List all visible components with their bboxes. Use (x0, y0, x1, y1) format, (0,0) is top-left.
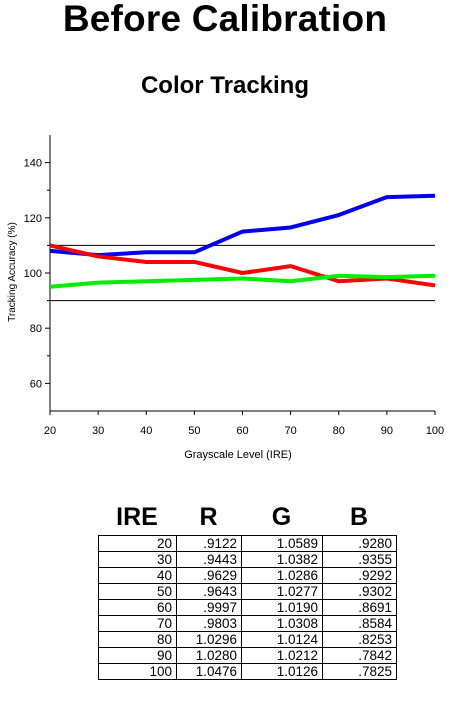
table-row: 100 1.0476 1.0126.7825 (98, 663, 397, 680)
y-tick-label: 80 (30, 323, 42, 335)
table-row: 90 1.0280 1.0212.7842 (98, 647, 397, 664)
x-tick-label: 70 (285, 425, 297, 437)
y-axis-label: Tracking Accuracy (%) (7, 222, 18, 322)
x-tick-label: 30 (92, 425, 104, 437)
table-cell: .7842 (322, 647, 397, 664)
table-cell: 90 (98, 647, 177, 664)
table-cell: 1.0126 (241, 663, 323, 680)
table-cell: .9629 (176, 567, 242, 584)
table-header-g: G (271, 503, 292, 531)
x-tick-label: 100 (426, 425, 444, 437)
table-row: 30.9443 1.0382.9355 (98, 551, 397, 568)
table-cell: .9355 (322, 551, 397, 568)
table-cell: 1.0277 (241, 583, 323, 600)
table-row: 80 1.0296 1.0124.8253 (98, 631, 397, 648)
table-cell: 50 (98, 583, 177, 600)
x-tick-label: 50 (188, 425, 200, 437)
x-tick-label: 80 (333, 425, 345, 437)
table-cell: 1.0476 (176, 663, 242, 680)
table-header-r: R (199, 503, 218, 531)
table-cell: 1.0190 (241, 599, 323, 616)
tick-labels: 60 80 100 120 140 20 30 40 50 60 70 80 90 100 (24, 158, 445, 437)
table-row: 70.9803 1.0308.8584 (98, 615, 397, 632)
series-line (49, 273, 436, 289)
series-line (49, 193, 436, 258)
calibration-table: 20.9122 1.0589.9280 30.9443 1.0382.9355 40.9… (98, 535, 397, 680)
table-cell: 60 (98, 599, 177, 616)
table-cell: .9122 (176, 535, 242, 552)
table-row: 50.9643 1.0277.9302 (98, 583, 397, 600)
x-tick-label: 20 (44, 425, 56, 437)
table-cell: 1.0589 (241, 535, 323, 552)
table-cell: .9292 (322, 567, 397, 584)
reference-lines (50, 244, 435, 302)
x-axis-label: Grayscale Level (IRE) (184, 449, 292, 461)
series-line (49, 243, 436, 288)
table-row: 20.9122 1.0589.9280 (98, 535, 397, 552)
x-tick-label: 40 (140, 425, 152, 437)
y-tick-label: 100 (24, 268, 42, 280)
table-cell: .8253 (322, 631, 397, 648)
table-header-b: B (349, 503, 369, 531)
table-header-ire: IRE (116, 503, 158, 531)
table-cell: .7825 (322, 663, 397, 680)
table-row: 60.9997 1.0190.8691 (98, 599, 397, 616)
table-cell: 70 (98, 615, 177, 632)
table-cell: .8584 (322, 615, 397, 632)
y-tick-label: 120 (24, 213, 42, 225)
table-cell: 80 (98, 631, 177, 648)
table-cell: .9803 (176, 615, 242, 632)
table-cell: 1.0286 (241, 567, 323, 584)
table-cell: .9302 (322, 583, 397, 600)
table-row: 40.9629 1.0286.9292 (98, 567, 397, 584)
color-tracking-chart: 60 80 100 120 140 20 30 40 50 60 70 80 90 100 Graysca… (7, 135, 445, 461)
x-tick-label: 60 (236, 425, 248, 437)
page-title: Before Calibration (62, 0, 388, 39)
table-cell: .9643 (176, 583, 242, 600)
chart-axes (45, 135, 436, 415)
x-tick-label: 90 (381, 425, 393, 437)
table-cell: 30 (98, 551, 177, 568)
table-cell: .9997 (176, 599, 242, 616)
chart-series (49, 193, 436, 289)
table-cell: 1.0382 (241, 551, 323, 568)
chart-title: Color Tracking (140, 72, 310, 99)
table-cell: .9280 (322, 535, 397, 552)
table-cell: 100 (98, 663, 177, 680)
table-cell: 1.0308 (241, 615, 323, 632)
table-cell: 40 (98, 567, 177, 584)
y-tick-label: 140 (24, 158, 42, 170)
y-tick-label: 60 (30, 378, 42, 390)
table-cell: 1.0280 (176, 647, 242, 664)
table-cell: 1.0212 (241, 647, 323, 664)
table-cell: .8691 (322, 599, 397, 616)
table-cell: 20 (98, 535, 177, 552)
table-cell: .9443 (176, 551, 242, 568)
table-cell: 1.0124 (241, 631, 323, 648)
table-cell: 1.0296 (176, 631, 242, 648)
